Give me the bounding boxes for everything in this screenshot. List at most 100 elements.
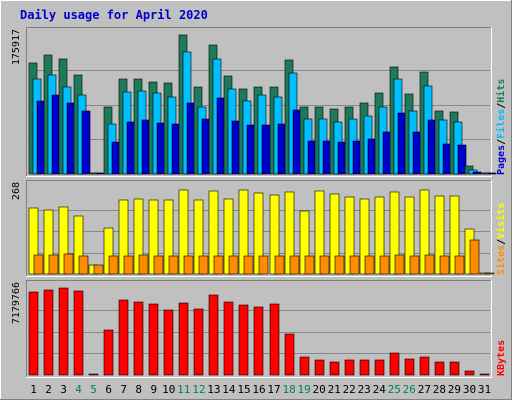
x-tick-label: 14 xyxy=(222,383,236,396)
bar-visits-day-9 xyxy=(148,199,159,275)
x-tick-label: 20 xyxy=(312,383,325,396)
bar-sites-day-1 xyxy=(33,254,44,275)
panel-legend: KBytes xyxy=(496,340,507,376)
bar-visits-day-3 xyxy=(58,206,69,275)
bar-kbytes-day-13 xyxy=(208,294,219,376)
bar-kbytes-day-1 xyxy=(28,291,39,376)
bar-kbytes-day-20 xyxy=(314,359,325,376)
legend-entry: Hits xyxy=(495,79,507,103)
bar-kbytes-day-29 xyxy=(449,361,460,376)
bar-visits-day-26 xyxy=(404,196,415,275)
bar-visits-day-12 xyxy=(193,199,204,275)
bar-kbytes-day-11 xyxy=(178,302,189,376)
x-tick-label: 29 xyxy=(448,383,461,396)
bar-sites-day-15 xyxy=(243,255,254,275)
bar-visits-day-10 xyxy=(163,199,174,275)
bar-sites-day-18 xyxy=(289,255,300,275)
legend-entry: Files xyxy=(495,109,507,139)
bar-visits-day-15 xyxy=(238,189,249,275)
x-tick-label: 1 xyxy=(30,383,37,396)
panel-visits: 268 Sites/Visits xyxy=(11,180,507,277)
x-tick-label: 13 xyxy=(207,383,220,396)
bar-kbytes-day-4 xyxy=(73,290,84,376)
x-tick-label: 6 xyxy=(105,383,112,396)
bar-pages-day-16 xyxy=(261,124,271,175)
bar-visits-day-23 xyxy=(359,198,370,275)
bar-sites-day-29 xyxy=(454,255,465,275)
bar-visits-day-22 xyxy=(344,196,355,275)
bar-sites-day-16 xyxy=(258,255,269,275)
bar-kbytes-day-10 xyxy=(163,309,174,376)
bar-sites-day-6 xyxy=(108,255,119,275)
bar-visits-day-29 xyxy=(449,195,460,275)
bar-kbytes-day-27 xyxy=(419,356,430,376)
bar-kbytes-day-28 xyxy=(434,361,445,376)
chart-panels: 175917Pages/Files/Hits268Sites/Visits717… xyxy=(11,27,507,378)
bar-sites-day-12 xyxy=(198,255,209,275)
panel-kbytes: 7179766 KBytes xyxy=(11,280,507,378)
x-tick-label: 15 xyxy=(237,383,250,396)
bar-sites-day-30 xyxy=(469,239,480,275)
bar-sites-day-31 xyxy=(484,272,495,275)
x-tick-label: 23 xyxy=(358,383,371,396)
bar-visits-day-24 xyxy=(374,196,385,275)
bar-kbytes-day-12 xyxy=(193,308,204,376)
bar-sites-day-5 xyxy=(93,264,104,275)
bar-kbytes-day-2 xyxy=(43,289,54,376)
bar-visits-day-1 xyxy=(28,207,39,275)
legend-entry: Pages xyxy=(496,145,507,175)
bar-visits-day-27 xyxy=(419,189,430,275)
bar-kbytes-day-26 xyxy=(404,358,415,376)
x-tick-label: 18 xyxy=(282,383,295,396)
x-tick-label: 12 xyxy=(192,383,205,396)
bar-visits-day-28 xyxy=(434,195,445,275)
bar-sites-day-28 xyxy=(439,255,450,275)
x-tick-label: 11 xyxy=(177,383,190,396)
bar-visits-day-11 xyxy=(178,189,189,275)
bar-sites-day-24 xyxy=(379,255,390,275)
bar-kbytes-day-17 xyxy=(269,303,280,376)
bar-visits-day-25 xyxy=(389,191,400,275)
bar-visits-day-19 xyxy=(299,210,310,275)
bar-sites-day-3 xyxy=(63,253,74,275)
panel-legend: Sites/Visits xyxy=(495,203,507,275)
legend-entry: Visits xyxy=(495,203,507,239)
x-tick-label: 5 xyxy=(90,383,97,396)
bar-sites-day-20 xyxy=(319,255,330,275)
bar-visits-day-7 xyxy=(118,199,129,275)
x-tick-label: 3 xyxy=(60,383,67,396)
x-tick-label: 19 xyxy=(297,383,310,396)
bar-sites-day-9 xyxy=(153,255,164,275)
x-axis-labels: 1 2 3 4 5 6 7 8 9 10 11 12 13 14 15 16 17 18 19 20 21 22 23 24 2… xyxy=(30,383,491,396)
bar-sites-day-26 xyxy=(409,255,420,275)
x-tick-label: 4 xyxy=(75,383,82,396)
bar-visits-day-4 xyxy=(73,215,84,275)
x-tick-label: 26 xyxy=(403,383,416,396)
bar-kbytes-day-23 xyxy=(359,359,370,376)
bar-kbytes-day-5 xyxy=(88,373,99,376)
bar-kbytes-day-22 xyxy=(344,359,355,376)
legend-entry: Sites xyxy=(495,245,507,275)
bar-sites-day-2 xyxy=(48,254,59,275)
chart-title: Daily usage for April 2020 xyxy=(20,8,208,22)
bar-sites-day-19 xyxy=(304,255,315,275)
x-tick-label: 31 xyxy=(478,383,491,396)
bar-visits-day-17 xyxy=(269,194,280,275)
bar-kbytes-day-30 xyxy=(464,370,475,376)
bar-sites-day-10 xyxy=(168,255,179,275)
bar-pages-day-31 xyxy=(487,172,497,175)
bar-kbytes-day-14 xyxy=(223,301,234,376)
bar-kbytes-day-24 xyxy=(374,359,385,376)
bar-visits-day-18 xyxy=(284,191,295,275)
x-tick-label: 8 xyxy=(135,383,142,396)
bar-sites-day-4 xyxy=(78,255,89,275)
bar-sites-day-7 xyxy=(123,255,134,275)
bar-sites-day-11 xyxy=(183,255,194,275)
bar-visits-day-20 xyxy=(314,190,325,275)
legend-entry: / xyxy=(496,139,507,145)
x-tick-label: 30 xyxy=(463,383,476,396)
bar-pages-day-4 xyxy=(81,110,91,175)
legend-entry: / xyxy=(496,103,507,109)
